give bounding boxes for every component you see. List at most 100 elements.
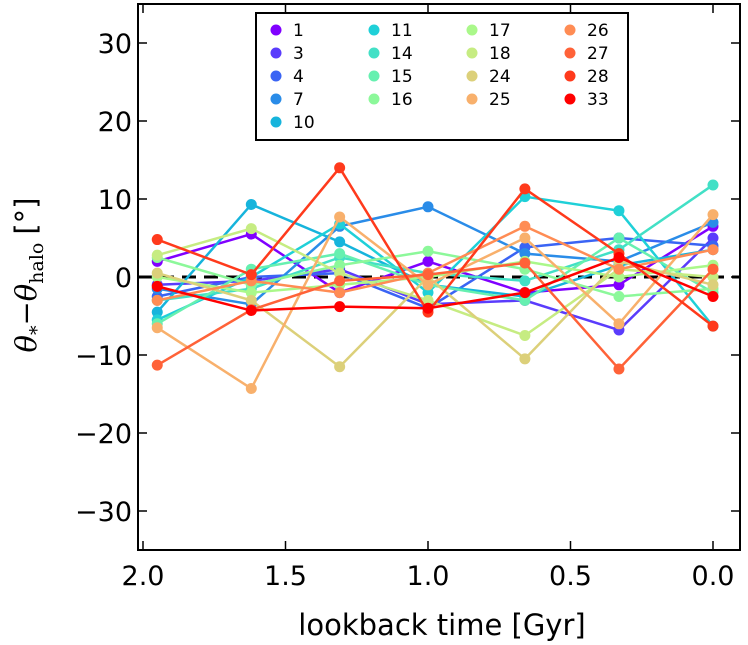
svg-text:θ*−θhalo[°]: θ*−θhalo [°] bbox=[9, 198, 48, 353]
data-point-15-2 bbox=[334, 248, 346, 260]
data-point-25-6 bbox=[707, 209, 719, 221]
legend-label-24: 24 bbox=[489, 67, 511, 87]
data-point-28-2 bbox=[334, 162, 346, 174]
data-point-25-2 bbox=[334, 211, 346, 223]
legend-marker-15 bbox=[368, 70, 380, 82]
data-point-27-5 bbox=[613, 363, 625, 375]
legend-label-10: 10 bbox=[293, 113, 315, 133]
legend-marker-11 bbox=[368, 24, 380, 36]
legend: 1 3 4 7 10 11 14 15 16 17 18 24 25 26 27 28 33 bbox=[255, 12, 629, 141]
data-point-27-4 bbox=[519, 257, 531, 269]
legend-label-3: 3 bbox=[293, 44, 304, 64]
data-point-28-6 bbox=[707, 320, 719, 332]
legend-label-27: 27 bbox=[587, 44, 609, 64]
data-point-25-4 bbox=[519, 232, 531, 244]
x-tick-label: 1.5 bbox=[264, 561, 307, 592]
data-point-33-3 bbox=[422, 302, 434, 314]
y-tick-label: −20 bbox=[75, 419, 132, 450]
data-point-15-5 bbox=[613, 232, 625, 244]
data-point-17-1 bbox=[245, 287, 257, 299]
legend-label-17: 17 bbox=[489, 21, 511, 41]
y-label-theta1: θ bbox=[9, 335, 43, 352]
y-label-unit: [°] bbox=[9, 198, 43, 235]
data-point-26-2 bbox=[334, 287, 346, 299]
data-point-7-3 bbox=[422, 201, 434, 213]
data-point-25-1 bbox=[245, 383, 257, 395]
legend-label-7: 7 bbox=[293, 90, 304, 110]
data-point-27-0 bbox=[151, 359, 163, 371]
x-axis-label: lookback time [Gyr] bbox=[298, 608, 585, 642]
y-tick-label: 30 bbox=[98, 29, 132, 60]
legend-label-16: 16 bbox=[391, 90, 413, 110]
data-point-18-0 bbox=[151, 249, 163, 261]
data-point-26-6 bbox=[707, 244, 719, 256]
x-tick-label: 0.5 bbox=[549, 561, 592, 592]
legend-marker-26 bbox=[564, 24, 576, 36]
y-axis-label: θ*−θhalo [°] bbox=[9, 198, 48, 353]
data-point-1-5 bbox=[613, 279, 625, 291]
data-point-18-3 bbox=[422, 294, 434, 306]
legend-label-18: 18 bbox=[489, 44, 511, 64]
data-point-10-2 bbox=[334, 236, 346, 248]
data-point-33-5 bbox=[613, 252, 625, 263]
x-tick-label: 1.0 bbox=[407, 561, 450, 592]
legend-marker-18 bbox=[466, 47, 478, 59]
legend-label-11: 11 bbox=[391, 21, 413, 41]
legend-label-15: 15 bbox=[391, 67, 413, 87]
data-point-10-0 bbox=[151, 306, 163, 318]
data-point-3-6 bbox=[707, 232, 719, 244]
data-point-24-0 bbox=[151, 267, 163, 279]
axes: 2.0 1.5 1.0 0.5 0.0 −30 −20 −10 0 10 20 30 bbox=[75, 3, 741, 592]
legend-label-28: 28 bbox=[587, 67, 609, 87]
data-point-26-5 bbox=[613, 263, 625, 275]
legend-label-4: 4 bbox=[293, 67, 304, 87]
legend-label-14: 14 bbox=[391, 44, 413, 64]
legend-marker-1 bbox=[270, 24, 282, 36]
data-point-27-3 bbox=[422, 269, 434, 281]
legend-label-1: 1 bbox=[293, 21, 304, 41]
y-label-sub-halo: halo bbox=[26, 243, 48, 284]
data-point-33-1 bbox=[245, 305, 257, 317]
y-tick-label: −10 bbox=[75, 341, 132, 372]
legend-marker-3 bbox=[270, 47, 282, 59]
legend-marker-4 bbox=[270, 70, 282, 82]
data-point-16-3 bbox=[422, 245, 434, 257]
legend-marker-33 bbox=[564, 93, 576, 105]
data-point-18-1 bbox=[245, 223, 257, 235]
data-point-7-4 bbox=[519, 248, 531, 260]
data-point-11-3 bbox=[422, 287, 434, 299]
data-point-27-2 bbox=[334, 275, 346, 287]
legend-marker-10 bbox=[270, 116, 282, 128]
data-point-16-5 bbox=[613, 291, 625, 302]
y-tick-label: 0 bbox=[115, 263, 132, 294]
legend-marker-28 bbox=[564, 70, 576, 82]
data-point-1-3 bbox=[422, 255, 434, 267]
data-point-11-5 bbox=[613, 205, 625, 217]
data-point-18-4 bbox=[519, 330, 531, 341]
data-point-33-0 bbox=[151, 280, 163, 292]
legend-label-26: 26 bbox=[587, 21, 609, 41]
data-point-25-0 bbox=[151, 322, 163, 334]
data-point-33-2 bbox=[334, 301, 346, 313]
legend-marker-14 bbox=[368, 47, 380, 59]
data-point-25-3 bbox=[422, 279, 434, 291]
data-point-16-2 bbox=[334, 259, 346, 271]
legend-marker-25 bbox=[466, 93, 478, 105]
data-point-27-6 bbox=[707, 263, 719, 275]
data-point-28-0 bbox=[151, 234, 163, 246]
data-point-25-5 bbox=[613, 318, 625, 330]
x-tick-label: 0.0 bbox=[692, 561, 735, 592]
data-point-24-2 bbox=[334, 361, 346, 373]
data-point-26-0 bbox=[151, 294, 163, 306]
data-point-18-6 bbox=[707, 271, 719, 283]
legend-label-33: 33 bbox=[587, 90, 609, 110]
data-point-26-4 bbox=[519, 220, 531, 232]
data-point-28-1 bbox=[245, 269, 257, 281]
legend-marker-24 bbox=[466, 70, 478, 82]
legend-marker-17 bbox=[466, 24, 478, 36]
y-label-theta2: −θ bbox=[9, 284, 43, 326]
data-point-33-6 bbox=[707, 291, 719, 302]
data-point-24-6 bbox=[707, 279, 719, 291]
x-tick-label: 2.0 bbox=[122, 561, 165, 592]
